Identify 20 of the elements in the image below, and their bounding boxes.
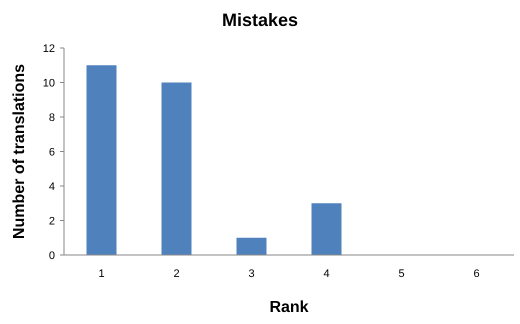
y-tick-label: 0 xyxy=(48,250,55,262)
bar xyxy=(312,203,342,255)
y-tick-label: 2 xyxy=(48,215,55,228)
x-tick-label: 2 xyxy=(173,268,180,280)
x-tick-label: 6 xyxy=(473,268,480,280)
y-tick-label: 4 xyxy=(48,180,55,193)
bar xyxy=(162,82,192,255)
bar xyxy=(86,65,116,255)
x-axis-title: Rank xyxy=(269,299,309,316)
chart-title: Mistakes xyxy=(222,10,298,30)
x-tick-label: 5 xyxy=(398,268,405,280)
y-tick-label: 10 xyxy=(42,77,55,90)
x-tick-label: 3 xyxy=(248,268,255,280)
bar xyxy=(236,238,266,255)
y-tick-label: 8 xyxy=(48,112,55,124)
y-tick-label: 12 xyxy=(42,42,55,55)
y-axis-title: Number of translations xyxy=(11,64,28,240)
y-tick-label: 6 xyxy=(48,146,55,158)
x-tick-label: 4 xyxy=(323,268,330,280)
x-tick-label: 1 xyxy=(98,268,105,280)
